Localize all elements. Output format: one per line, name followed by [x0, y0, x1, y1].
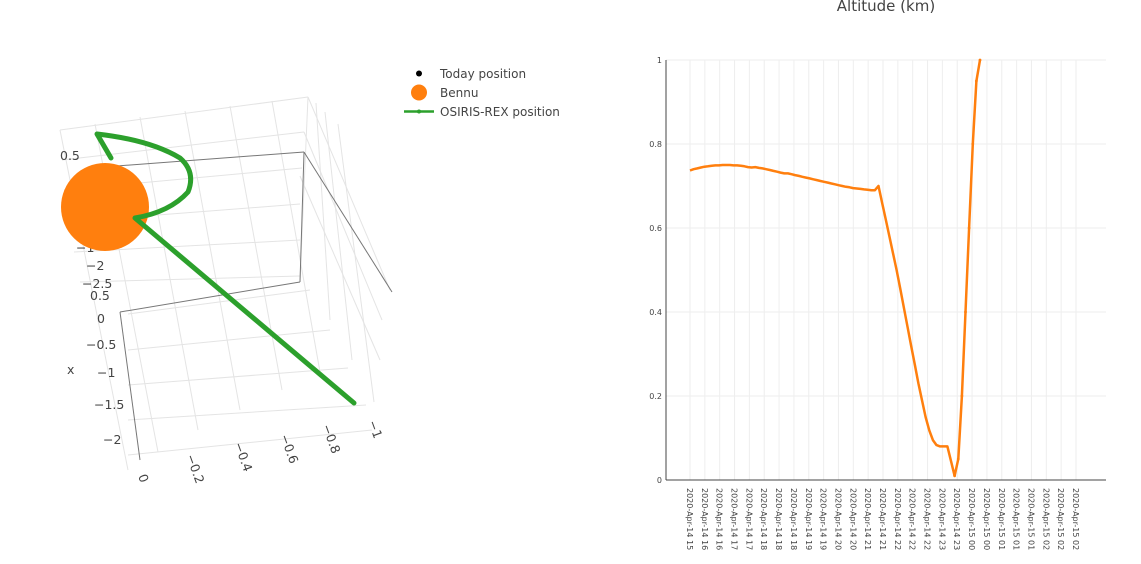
legend-label: Today position: [440, 66, 527, 81]
x-tick-label: 2020-Apr-15 00: [982, 488, 991, 550]
y-tick-label: −2.5: [82, 276, 112, 291]
altitude-point: [971, 142, 975, 146]
line-icon: [400, 102, 440, 121]
legend-label: Bennu: [440, 85, 479, 100]
3d-axes: [89, 151, 393, 461]
x-tick-label: 2020-Apr-15 00: [967, 488, 976, 550]
x-tick-label: 2020-Apr-14 21: [863, 488, 872, 550]
x-tick-label: 2020-Apr-14 17: [730, 488, 739, 550]
x-tick-label: 2020-Apr-14 20: [848, 488, 857, 550]
chart-title: Altitude (km): [837, 0, 935, 15]
x-tick-label: 2020-Apr-15 02: [1056, 488, 1065, 550]
x-tick-label: 2020-Apr-14 22: [923, 488, 932, 550]
x-tick-label: 2020-Apr-14 18: [774, 488, 783, 550]
3d-grid: [59, 96, 391, 471]
altitude-series: [689, 58, 982, 478]
x-tick-label: 2020-Apr-15 01: [1012, 488, 1021, 550]
altitude-point: [956, 457, 960, 461]
altitude-y-ticks: 0 0.2 0.4 0.6 0.8 1: [649, 56, 662, 485]
y-tick-label: −2: [86, 258, 104, 273]
z-tick-label: −1: [365, 418, 385, 440]
chart-legend: Today position Bennu OSIRIS-REX position: [400, 64, 560, 121]
x-tick-label: 2020-Apr-14 22: [893, 488, 902, 550]
x-tick-label: 2020-Apr-14 20: [833, 488, 842, 550]
y-tick-label: 0.8: [649, 140, 662, 149]
x-tick-label: 2020-Apr-14 19: [804, 488, 813, 550]
x-tick-label: 2020-Apr-14 15: [685, 488, 694, 550]
x-tick-label: 2020-Apr-14 21: [878, 488, 887, 550]
y-tick-label: 0.4: [649, 308, 662, 317]
legend-label: OSIRIS-REX position: [440, 104, 560, 119]
altitude-point: [953, 474, 957, 478]
altitude-axes: [665, 60, 1106, 481]
x-tick-label: 2020-Apr-15 02: [1071, 488, 1080, 550]
y-tick-label: 0.6: [649, 224, 662, 233]
x-tick-label: 0: [97, 311, 105, 326]
x-tick-label: 2020-Apr-14 22: [908, 488, 917, 550]
legend-item-today[interactable]: Today position: [400, 64, 560, 83]
x-tick-label: −0.5: [86, 337, 116, 352]
bennu-dot-icon: [400, 83, 440, 102]
altitude-point: [978, 58, 982, 62]
altitude-x-ticks: 2020-Apr-14 15 2020-Apr-14 16 2020-Apr-14 …: [685, 488, 1080, 550]
top-tick-label: 0.5: [60, 148, 80, 163]
x-tick-label: −2: [103, 432, 121, 447]
x-tick-label: 2020-Apr-14 16: [700, 488, 709, 550]
altitude-grid: [666, 59, 1106, 481]
orbit-3d-plot[interactable]: 0.5 −1 −2 −2.5 0.5 0 −0.5 −1 −1.5 −2 x 0…: [0, 0, 600, 564]
x-tick-label: 2020-Apr-14 23: [952, 488, 961, 550]
altitude-line: [689, 59, 982, 478]
legend-item-bennu[interactable]: Bennu: [400, 83, 560, 102]
y-tick-label: 0.2: [649, 392, 662, 401]
x-axis-title: x: [67, 362, 74, 377]
osiris-rex-trajectory: [94, 131, 357, 406]
x-tick-label: 2020-Apr-14 18: [789, 488, 798, 550]
altitude-point: [967, 226, 971, 230]
x-tick-label: −1: [97, 365, 115, 380]
altitude-point: [974, 79, 978, 83]
x-tick-label: 2020-Apr-15 01: [997, 488, 1006, 550]
dot-icon: [400, 64, 440, 83]
y-tick-label: 1: [657, 56, 662, 65]
x-tick-label: 2020-Apr-14 18: [759, 488, 768, 550]
x-tick-label: 0.5: [90, 288, 110, 303]
x-tick-label: 2020-Apr-15 01: [1026, 488, 1035, 550]
altitude-point: [960, 394, 964, 398]
x-tick-label: 2020-Apr-14 16: [715, 488, 724, 550]
altitude-point: [964, 310, 967, 314]
x-tick-label: 2020-Apr-15 02: [1041, 488, 1050, 550]
legend-item-osiris-rex[interactable]: OSIRIS-REX position: [400, 102, 560, 121]
x-tick-label: −1.5: [94, 397, 124, 412]
x-tick-label: 2020-Apr-14 23: [937, 488, 946, 550]
x-tick-label: 2020-Apr-14 17: [744, 488, 753, 550]
bennu-marker: [61, 163, 149, 251]
y-tick-label: 0: [657, 476, 662, 485]
x-tick-label: 2020-Apr-14 19: [819, 488, 828, 550]
